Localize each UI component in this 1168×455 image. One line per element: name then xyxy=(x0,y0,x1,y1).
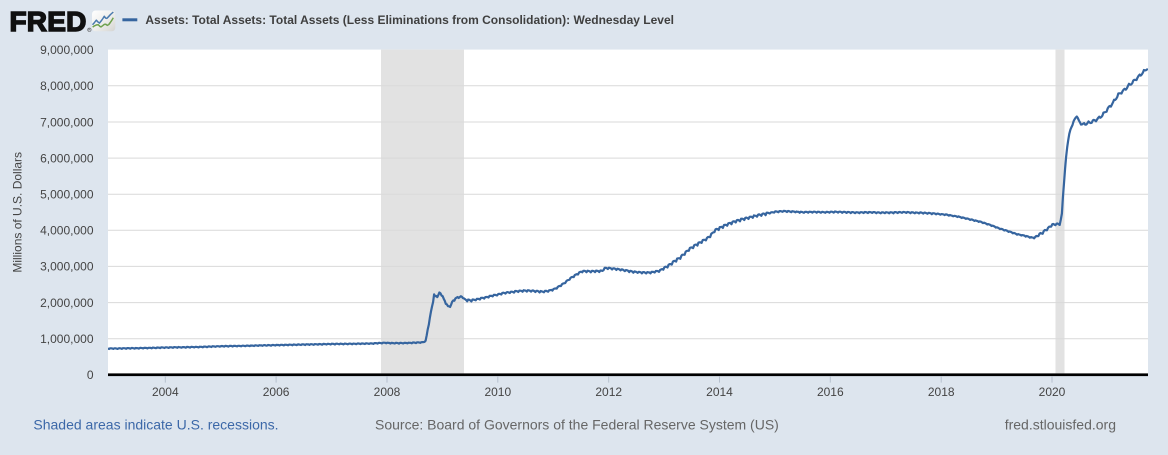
svg-text:Millions of U.S. Dollars: Millions of U.S. Dollars xyxy=(11,152,25,273)
svg-text:Assets: Total Assets: Total As: Assets: Total Assets: Total Assets (Less… xyxy=(145,13,674,27)
svg-text:2004: 2004 xyxy=(152,385,179,399)
svg-text:FRED: FRED xyxy=(10,6,87,37)
svg-text:2,000,000: 2,000,000 xyxy=(40,296,94,310)
svg-text:Shaded areas indicate U.S. rec: Shaded areas indicate U.S. recessions. xyxy=(33,416,278,432)
svg-text:2010: 2010 xyxy=(484,385,511,399)
svg-text:2016: 2016 xyxy=(817,385,844,399)
svg-text:2018: 2018 xyxy=(928,385,955,399)
svg-text:1,000,000: 1,000,000 xyxy=(40,332,94,346)
svg-text:9,000,000: 9,000,000 xyxy=(40,43,94,57)
svg-text:2020: 2020 xyxy=(1039,385,1066,399)
svg-text:2012: 2012 xyxy=(595,385,622,399)
svg-text:0: 0 xyxy=(87,368,94,382)
svg-text:6,000,000: 6,000,000 xyxy=(40,151,94,165)
svg-text:fred.stlouisfed.org: fred.stlouisfed.org xyxy=(1005,416,1116,432)
svg-text:7,000,000: 7,000,000 xyxy=(40,115,94,129)
svg-text:5,000,000: 5,000,000 xyxy=(40,188,94,202)
svg-text:Source: Board of Governors of: Source: Board of Governors of the Federa… xyxy=(375,416,779,432)
svg-text:4,000,000: 4,000,000 xyxy=(40,224,94,238)
svg-text:8,000,000: 8,000,000 xyxy=(40,79,94,93)
svg-text:2008: 2008 xyxy=(374,385,401,399)
svg-text:3,000,000: 3,000,000 xyxy=(40,260,94,274)
svg-text:2006: 2006 xyxy=(263,385,290,399)
svg-text:2014: 2014 xyxy=(706,385,733,399)
